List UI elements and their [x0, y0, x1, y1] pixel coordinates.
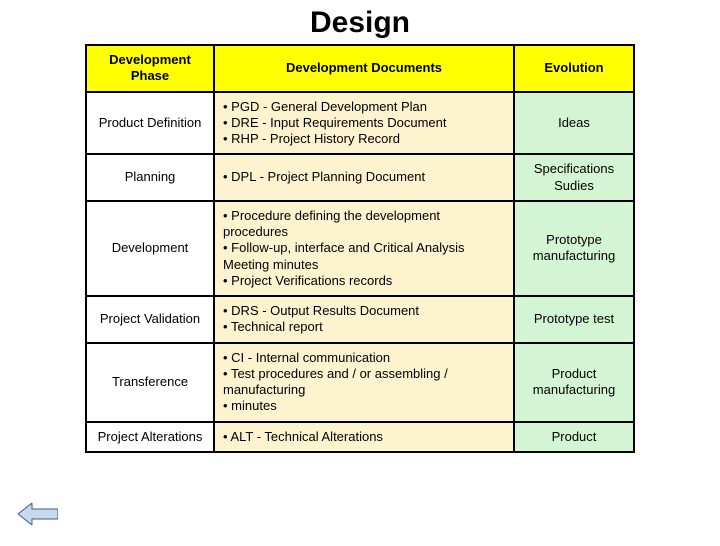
- evolution-cell: Ideas: [514, 92, 634, 155]
- evolution-cell: Product manufacturing: [514, 343, 634, 422]
- doc-bullet: minutes: [223, 398, 505, 414]
- phase-cell: Project Alterations: [86, 422, 214, 452]
- phase-cell: Transference: [86, 343, 214, 422]
- evolution-cell: Prototype test: [514, 296, 634, 343]
- table-row: Project ValidationDRS - Output Results D…: [86, 296, 634, 343]
- phase-cell: Development: [86, 201, 214, 296]
- table-header-row: Development Phase Development Documents …: [86, 45, 634, 92]
- phase-cell: Project Validation: [86, 296, 214, 343]
- docs-cell: DRS - Output Results DocumentTechnical r…: [214, 296, 514, 343]
- col-header-evo: Evolution: [514, 45, 634, 92]
- col-header-phase: Development Phase: [86, 45, 214, 92]
- doc-bullet: DRS - Output Results Document: [223, 303, 505, 319]
- docs-cell: DPL - Project Planning Document: [214, 154, 514, 201]
- col-header-docs: Development Documents: [214, 45, 514, 92]
- table-row: TransferenceCI - Internal communicationT…: [86, 343, 634, 422]
- doc-bullet: Procedure defining the development proce…: [223, 208, 505, 241]
- docs-cell: ALT - Technical Alterations: [214, 422, 514, 452]
- table-row: Planning DPL - Project Planning Document S…: [86, 154, 634, 201]
- doc-bullet: Follow-up, interface and Critical Analys…: [223, 240, 505, 273]
- docs-cell: Procedure defining the development proce…: [214, 201, 514, 296]
- table-row: Development Procedure defining the develo…: [86, 201, 634, 296]
- phase-cell: Product Definition: [86, 92, 214, 155]
- evolution-cell: Specifications Sudies: [514, 154, 634, 201]
- doc-bullet: ALT - Technical Alterations: [223, 429, 505, 445]
- doc-bullet: PGD - General Development Plan: [223, 99, 505, 115]
- doc-bullet: Technical report: [223, 319, 505, 335]
- doc-bullet: Test procedures and / or assembling / ma…: [223, 366, 505, 399]
- doc-bullet: Project Verifications records: [223, 273, 505, 289]
- evolution-cell: Prototype manufacturing: [514, 201, 634, 296]
- table-row: Product DefinitionPGD - General Developm…: [86, 92, 634, 155]
- phase-cell: Planning: [86, 154, 214, 201]
- design-table: Development Phase Development Documents …: [85, 44, 635, 453]
- docs-cell: PGD - General Development PlanDRE - Inpu…: [214, 92, 514, 155]
- doc-bullet: RHP - Project History Record: [223, 131, 505, 147]
- back-arrow-icon: [18, 503, 58, 530]
- page-title: Design: [0, 6, 720, 40]
- doc-bullet: DPL - Project Planning Document: [223, 169, 505, 185]
- docs-cell: CI - Internal communicationTest procedur…: [214, 343, 514, 422]
- evolution-cell: Product: [514, 422, 634, 452]
- table-row: Project Alterations ALT - Technical Alter…: [86, 422, 634, 452]
- doc-bullet: CI - Internal communication: [223, 350, 505, 366]
- doc-bullet: DRE - Input Requirements Document: [223, 115, 505, 131]
